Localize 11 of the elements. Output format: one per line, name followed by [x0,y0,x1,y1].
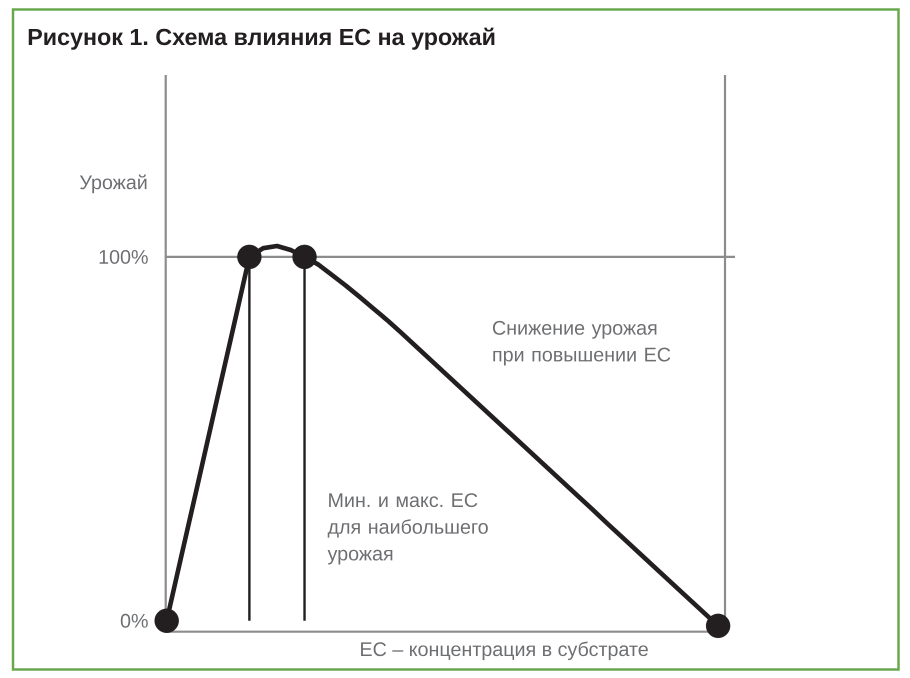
annotation: Снижение урожая при повышении EC [492,320,670,366]
y-axis-title: Урожай [80,174,146,194]
annotation: Мин. и макс. EC для наибольшего урожая [328,493,488,564]
point [292,244,317,270]
point [154,608,179,633]
x-axis-title: EC – концентрация в субстрате [361,642,648,660]
point [237,244,262,270]
point [706,614,730,638]
y-tick-label: 100% [100,250,148,264]
y-tick-label: 0% [120,614,148,628]
chart-title: Рисунок 1. Схема влияния EC на урожай [28,28,494,50]
